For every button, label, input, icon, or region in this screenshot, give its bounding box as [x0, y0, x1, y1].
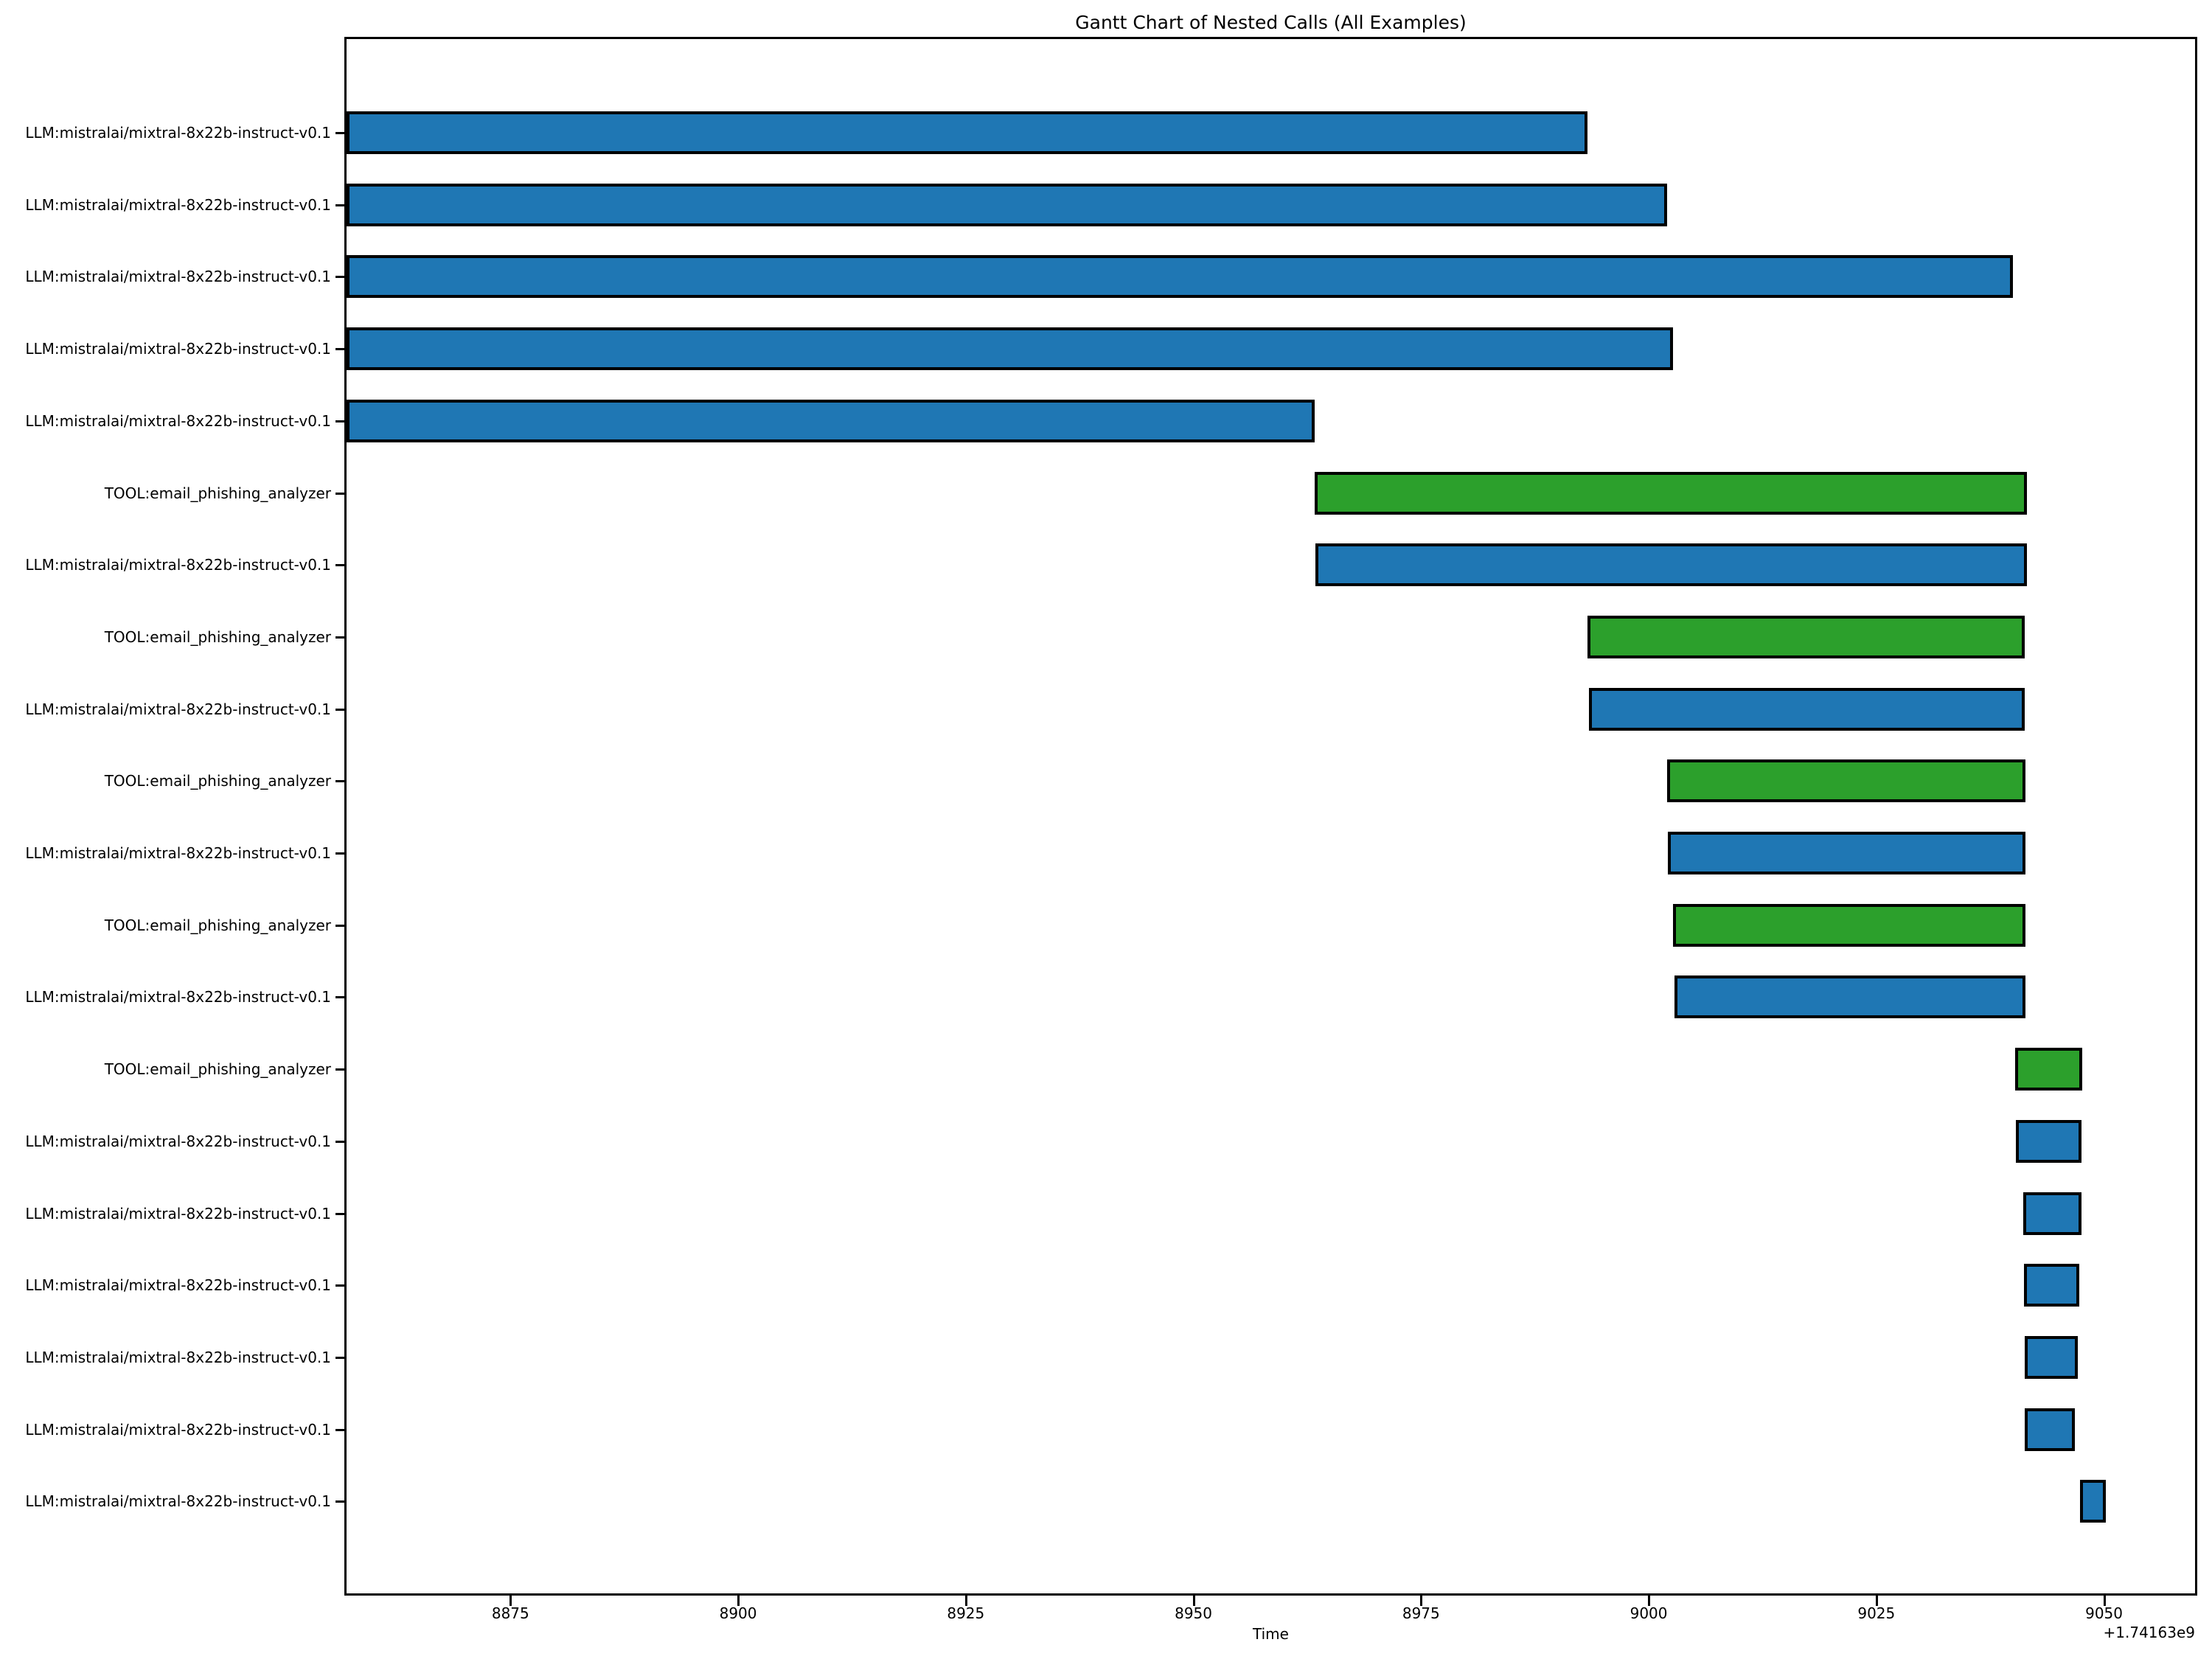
tool-call-bar-8	[1587, 615, 2025, 658]
y-tick-mark-7	[335, 564, 347, 567]
row-label-8: TOOL:email_phishing_analyzer	[104, 627, 331, 646]
row-label-20: LLM:mistralai/mixtral-8x22b-instruct-v0.…	[25, 1492, 331, 1511]
row-label-12: TOOL:email_phishing_analyzer	[104, 916, 331, 934]
y-tick-mark-9	[335, 708, 347, 711]
llm-call-bar-16	[2023, 1192, 2081, 1235]
y-tick-mark-19	[335, 1428, 347, 1431]
row-label-6: TOOL:email_phishing_analyzer	[104, 484, 331, 502]
y-tick-mark-5	[335, 420, 347, 422]
tool-call-bar-10	[1666, 759, 2026, 803]
y-tick-mark-18	[335, 1356, 347, 1359]
row-label-1: LLM:mistralai/mixtral-8x22b-instruct-v0.…	[25, 124, 331, 142]
llm-call-bar-18	[2025, 1335, 2078, 1379]
x-tick-label-8925: 8925	[947, 1604, 985, 1622]
llm-call-bar-13	[1674, 975, 2026, 1019]
y-tick-mark-13	[335, 996, 347, 999]
llm-call-bar-11	[1667, 832, 2026, 874]
tool-call-bar-14	[2014, 1048, 2082, 1091]
x-tick-label-8950: 8950	[1175, 1604, 1212, 1622]
x-axis-title: Time	[1253, 1625, 1289, 1643]
y-tick-mark-4	[335, 348, 347, 351]
row-label-18: LLM:mistralai/mixtral-8x22b-instruct-v0.…	[25, 1348, 331, 1366]
y-tick-mark-12	[335, 924, 347, 927]
row-label-2: LLM:mistralai/mixtral-8x22b-instruct-v0.…	[25, 195, 331, 214]
y-tick-mark-3	[335, 276, 347, 279]
x-tick-label-9050: 9050	[2085, 1604, 2123, 1622]
y-tick-mark-20	[335, 1500, 347, 1503]
y-tick-mark-1	[335, 132, 347, 134]
x-tick-mark-9000	[1648, 1595, 1651, 1606]
y-tick-mark-15	[335, 1140, 347, 1143]
x-tick-mark-9050	[2103, 1595, 2106, 1606]
llm-call-bar-1	[347, 111, 1588, 154]
llm-call-bar-4	[347, 327, 1674, 371]
llm-call-bar-17	[2023, 1264, 2080, 1307]
y-tick-mark-2	[335, 204, 347, 206]
row-label-3: LLM:mistralai/mixtral-8x22b-instruct-v0.…	[25, 268, 331, 286]
llm-call-bar-7	[1315, 543, 2027, 587]
tool-call-bar-6	[1314, 471, 2027, 515]
row-label-5: LLM:mistralai/mixtral-8x22b-instruct-v0.…	[25, 411, 331, 430]
x-tick-mark-8950	[1192, 1595, 1195, 1606]
y-tick-mark-8	[335, 636, 347, 639]
llm-call-bar-3	[347, 255, 2014, 299]
llm-call-bar-19	[2025, 1408, 2076, 1451]
llm-call-bar-5	[347, 399, 1315, 442]
llm-call-bar-9	[1588, 687, 2025, 731]
x-tick-mark-8875	[509, 1595, 512, 1606]
y-tick-mark-14	[335, 1068, 347, 1071]
y-tick-mark-10	[335, 780, 347, 783]
llm-call-bar-20	[2080, 1480, 2107, 1523]
row-label-14: TOOL:email_phishing_analyzer	[104, 1060, 331, 1079]
row-label-13: LLM:mistralai/mixtral-8x22b-instruct-v0.…	[25, 988, 331, 1006]
x-tick-label-9000: 9000	[1630, 1604, 1668, 1622]
llm-call-bar-15	[2015, 1119, 2081, 1163]
y-tick-mark-17	[335, 1284, 347, 1287]
row-label-16: LLM:mistralai/mixtral-8x22b-instruct-v0.…	[25, 1204, 331, 1222]
y-tick-mark-11	[335, 852, 347, 855]
chart-title: Gantt Chart of Nested Calls (All Example…	[1075, 12, 1467, 33]
x-tick-label-8875: 8875	[491, 1604, 529, 1622]
row-label-9: LLM:mistralai/mixtral-8x22b-instruct-v0.…	[25, 700, 331, 718]
x-tick-label-8975: 8975	[1402, 1604, 1440, 1622]
row-label-19: LLM:mistralai/mixtral-8x22b-instruct-v0.…	[25, 1420, 331, 1439]
row-label-4: LLM:mistralai/mixtral-8x22b-instruct-v0.…	[25, 340, 331, 358]
y-tick-mark-6	[335, 492, 347, 495]
row-label-7: LLM:mistralai/mixtral-8x22b-instruct-v0.…	[25, 556, 331, 574]
row-label-11: LLM:mistralai/mixtral-8x22b-instruct-v0.…	[25, 844, 331, 862]
x-tick-label-9025: 9025	[1857, 1604, 1896, 1622]
y-tick-mark-16	[335, 1212, 347, 1215]
x-tick-mark-9025	[1875, 1595, 1878, 1606]
x-tick-label-8900: 8900	[719, 1604, 757, 1622]
row-label-15: LLM:mistralai/mixtral-8x22b-instruct-v0.…	[25, 1132, 331, 1150]
row-label-10: TOOL:email_phishing_analyzer	[104, 772, 331, 790]
llm-call-bar-2	[347, 183, 1667, 226]
x-tick-mark-8900	[737, 1595, 740, 1606]
tool-call-bar-12	[1673, 903, 2026, 947]
row-label-17: LLM:mistralai/mixtral-8x22b-instruct-v0.…	[25, 1276, 331, 1295]
x-axis-offset-text: +1.74163e9	[2103, 1624, 2196, 1641]
x-tick-mark-8975	[1420, 1595, 1423, 1606]
x-tick-mark-8925	[964, 1595, 967, 1606]
